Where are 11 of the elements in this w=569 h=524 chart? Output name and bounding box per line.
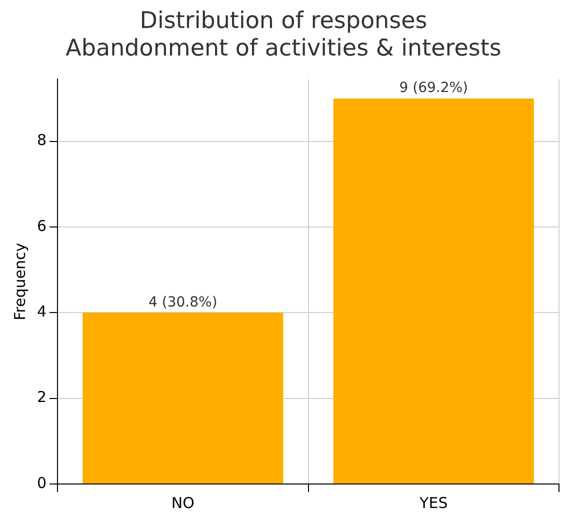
y-tick-label: 6 [36,216,47,235]
y-tick-label: 8 [36,131,47,150]
y-axis-title: Frequency [10,242,29,320]
x-tick-label: YES [418,494,448,512]
x-tick-label: NO [171,494,194,512]
data-label: 4 (30.8%) [148,294,218,310]
y-tick-label: 4 [36,302,47,321]
y-tick-label: 2 [36,388,47,406]
y-tick-label: 0 [36,474,47,492]
chart-title: Distribution of responses Abandonment of activities & interests [66,8,502,62]
data-label: 9 (69.2%) [399,80,468,96]
